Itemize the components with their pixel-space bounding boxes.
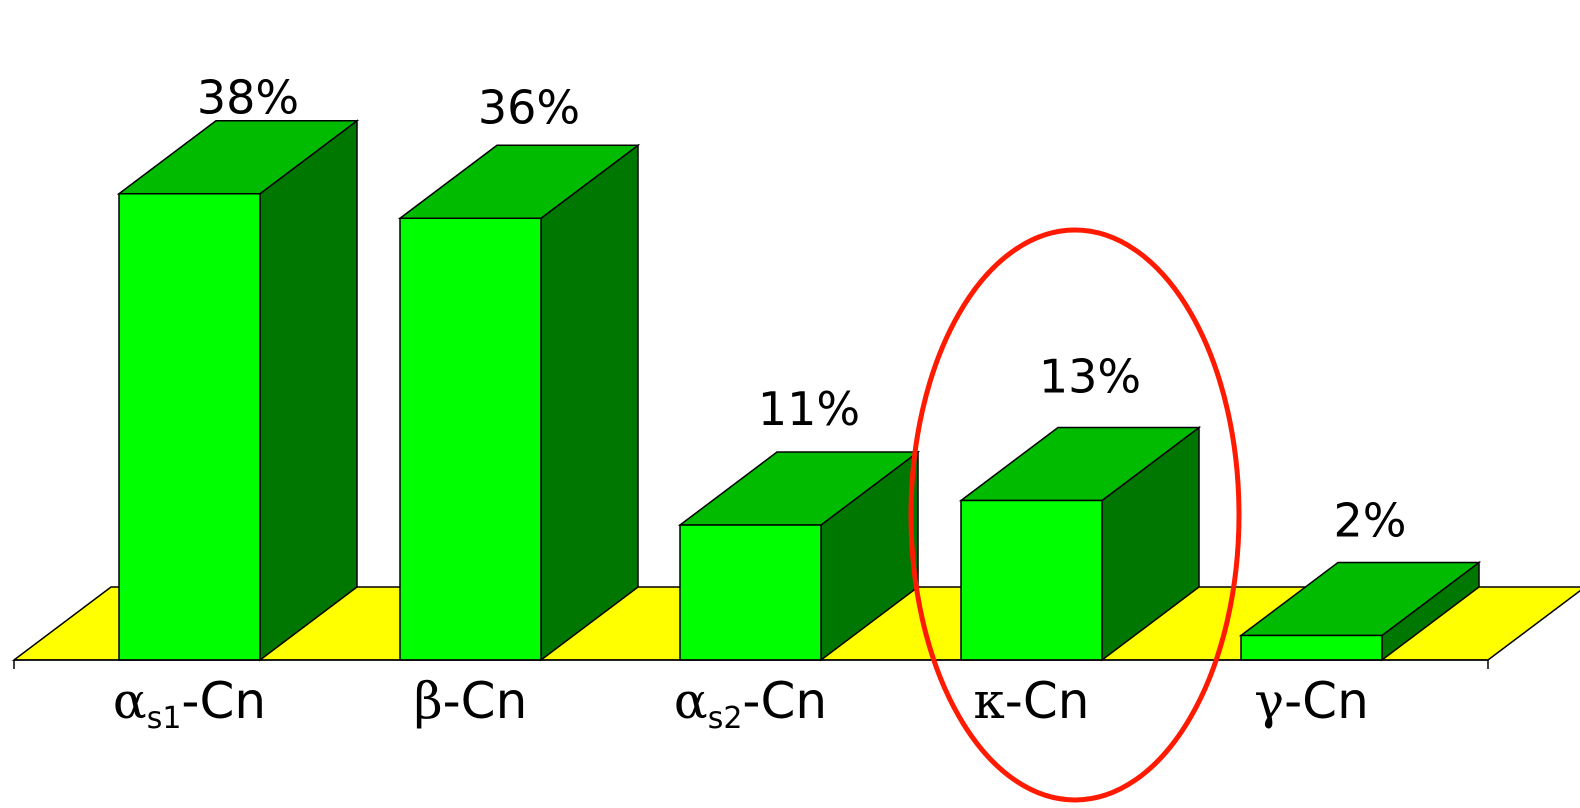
category-label: κ-Cn xyxy=(974,672,1090,730)
data-label: 11% xyxy=(758,382,860,436)
category-label: γ-Cn xyxy=(1254,672,1369,730)
category-greek: β xyxy=(414,672,443,730)
bar-side xyxy=(540,143,639,662)
bars xyxy=(116,119,1482,662)
bar xyxy=(677,450,921,662)
data-label: 2% xyxy=(1334,493,1407,547)
category-label: β-Cn xyxy=(414,672,528,730)
data-labels: 38% 36% 11% 13% 2% xyxy=(197,71,1407,548)
bar xyxy=(116,119,360,662)
bar-side xyxy=(259,119,358,662)
data-label: 36% xyxy=(478,80,580,134)
category-suffix: -Cn xyxy=(181,672,266,730)
bar-front xyxy=(960,499,1103,661)
bar xyxy=(1238,560,1482,662)
bar-front xyxy=(399,217,542,661)
category-subscript: s1 xyxy=(147,701,182,736)
category-subscript: s2 xyxy=(708,701,743,736)
data-label: 38% xyxy=(197,71,299,125)
bar xyxy=(397,143,641,662)
category-greek: γ xyxy=(1254,672,1284,730)
category-suffix: -Cn xyxy=(742,672,827,730)
bar-front xyxy=(1240,634,1383,661)
highlight-layer xyxy=(908,227,1242,803)
category-greek: α xyxy=(674,672,708,730)
bar-front xyxy=(679,524,822,661)
bar xyxy=(958,425,1202,662)
category-suffix: -Cn xyxy=(443,672,528,730)
category-label: αs1-Cn xyxy=(113,672,266,736)
x-axis: αs1-Cn β-Cn αs2-Cn κ-Cn γ-Cn xyxy=(13,659,1489,736)
category-greek: α xyxy=(113,672,147,730)
category-label: αs2-Cn xyxy=(674,672,827,736)
category-suffix: -Cn xyxy=(1284,672,1369,730)
data-label: 13% xyxy=(1039,349,1141,403)
category-suffix: -Cn xyxy=(1005,672,1090,730)
category-greek: κ xyxy=(974,672,1005,730)
bar-front xyxy=(118,192,261,661)
highlight-ellipse xyxy=(908,227,1242,803)
